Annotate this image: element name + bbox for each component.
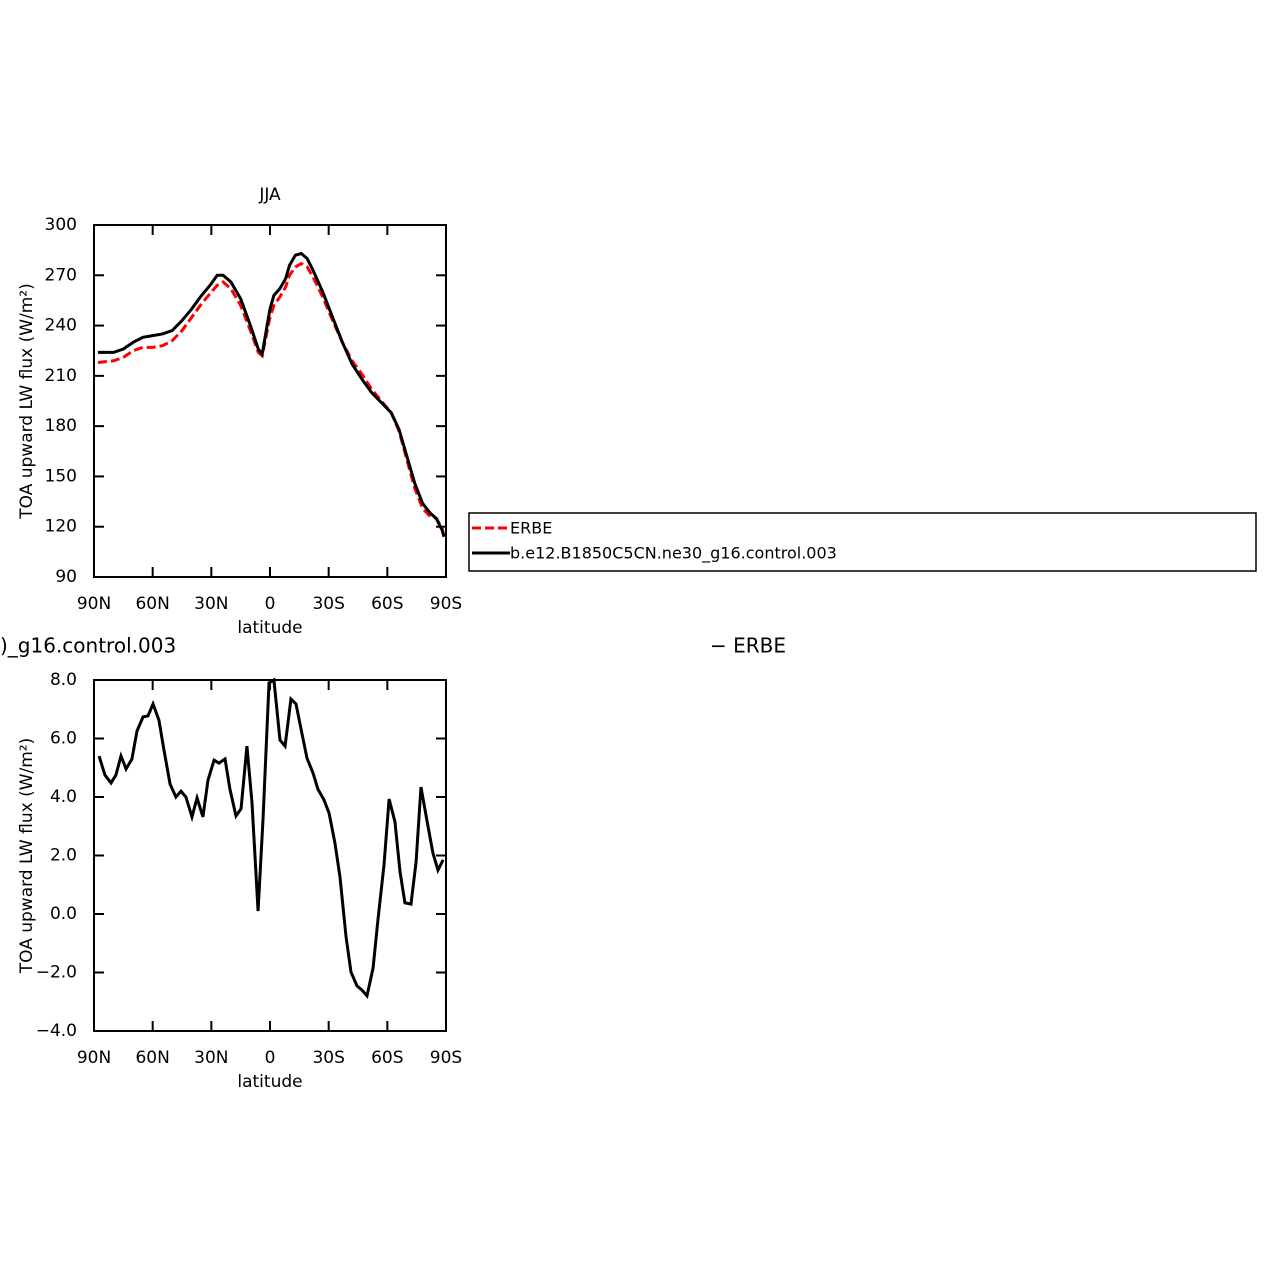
y-tick-label: 180 [45,416,77,436]
y-tick-label: 240 [45,316,77,336]
data-line [97,251,446,538]
x-tick-label: 0 [265,594,276,614]
y-axis-label: TOA upward LW flux (W/m²) [17,738,37,975]
legend-label: b.e12.B1850C5CN.ne30_g16.control.003 [510,544,837,564]
x-tick-label: 90S [430,1048,462,1068]
legend-label: ERBE [510,519,552,538]
data-line [97,677,445,1000]
y-tick-label: 120 [45,517,77,537]
y-tick-label: 270 [45,265,77,285]
x-tick-label: 60S [371,594,403,614]
x-tick-label: 30S [312,1048,344,1068]
x-tick-label: 0 [265,1048,276,1068]
x-tick-label: 90N [77,1048,111,1068]
y-tick-label: 90 [55,567,77,587]
y-tick-label: 2.0 [50,846,77,866]
chart-title: JJA [258,185,281,205]
y-tick-label: −2.0 [36,963,77,983]
legend-box [468,512,1257,572]
plot-frame [93,679,447,1032]
y-tick-label: 8.0 [50,670,77,690]
y-tick-label: 300 [45,215,77,235]
x-tick-label: 90S [430,594,462,614]
x-axis-label: latitude [237,618,302,638]
y-tick-label: 210 [45,366,77,386]
y-tick-label: 0.0 [50,904,77,924]
x-tick-label: 90N [77,594,111,614]
left-string: )_g16.control.003 [0,634,176,658]
y-tick-label: 150 [45,466,77,486]
y-tick-label: 6.0 [50,729,77,749]
x-axis-label: latitude [237,1072,302,1092]
right-string: − ERBE [710,634,786,658]
y-tick-label: 4.0 [50,787,77,807]
y-axis-label: TOA upward LW flux (W/m²) [17,283,37,520]
y-tick-label: −4.0 [36,1021,77,1041]
x-tick-label: 60S [371,1048,403,1068]
x-tick-label: 60N [135,1048,169,1068]
plot-frame [93,224,447,578]
x-tick-label: 30N [194,1048,228,1068]
x-tick-label: 30N [194,594,228,614]
x-tick-label: 60N [135,594,169,614]
x-tick-label: 30S [312,594,344,614]
